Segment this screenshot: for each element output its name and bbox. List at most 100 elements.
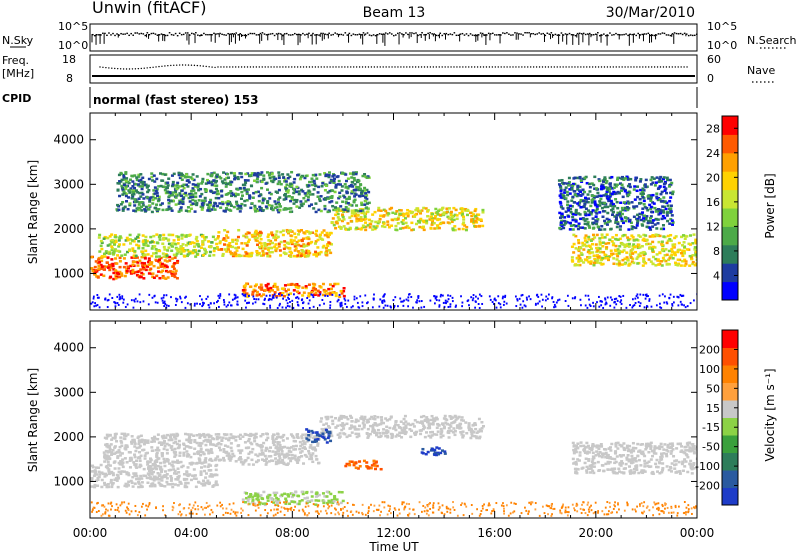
- range-cell: [298, 455, 302, 459]
- range-cell: [192, 468, 196, 471]
- nave-dot: [252, 66, 255, 68]
- range-cell: [219, 206, 223, 209]
- noise-point: [502, 32, 504, 34]
- range-cell: [281, 173, 285, 176]
- range-cell: [176, 249, 180, 253]
- range-cell: [663, 216, 667, 220]
- range-cell: [560, 205, 564, 209]
- range-cell: [264, 182, 268, 185]
- range-cell: [221, 238, 225, 241]
- range-cell: [449, 217, 453, 221]
- range-cell: [109, 478, 113, 482]
- range-cell: [694, 253, 697, 257]
- ground-scatter-cell: [312, 296, 315, 299]
- range-cell: [254, 239, 258, 242]
- ground-scatter-cell: [555, 301, 558, 304]
- ground-scatter-cell: [516, 299, 519, 302]
- range-cell: [676, 258, 680, 262]
- ground-scatter-cell: [119, 296, 121, 299]
- range-cell: [107, 472, 111, 476]
- range-cell: [415, 207, 419, 210]
- ground-scatter-cell: [106, 299, 109, 302]
- nave-dot: [149, 66, 151, 69]
- range-cell: [637, 234, 641, 237]
- nave-dot: [146, 67, 148, 69]
- ground-scatter-cell: [180, 301, 183, 304]
- range-cell: [142, 183, 146, 187]
- range-cell: [111, 473, 115, 477]
- range-cell: [587, 238, 591, 241]
- range-cell: [236, 193, 240, 196]
- range-cell: [133, 445, 137, 448]
- range-cell: [216, 175, 220, 178]
- range-cell: [163, 464, 167, 468]
- range-cell: [654, 233, 658, 236]
- range-cell: [199, 187, 203, 191]
- range-cell: [177, 173, 181, 177]
- range-cell: [574, 234, 578, 238]
- range-cell: [318, 291, 322, 294]
- noise-point: [162, 33, 165, 36]
- range-cell: [216, 235, 220, 238]
- range-cell: [572, 233, 576, 237]
- range-cell: [247, 231, 251, 235]
- range-cell: [567, 215, 571, 218]
- range-cell: [595, 187, 599, 190]
- range-cell: [162, 245, 166, 249]
- range-cell: [654, 210, 658, 213]
- ground-scatter-cell: [455, 304, 457, 307]
- range-cell: [263, 454, 267, 458]
- range-cell: [147, 263, 151, 267]
- range-cell: [277, 454, 281, 457]
- range-cell: [184, 235, 188, 238]
- range-cell: [167, 177, 171, 180]
- range-cell: [576, 185, 580, 189]
- range-cell: [157, 185, 161, 188]
- range-cell: [578, 175, 582, 179]
- range-cell: [118, 243, 122, 246]
- noise-point: [346, 34, 349, 36]
- nave-dot: [597, 66, 600, 68]
- range-cell: [191, 193, 195, 196]
- range-cell: [600, 201, 604, 205]
- range-cell: [470, 219, 474, 223]
- ground-scatter-cell: [114, 305, 117, 308]
- range-cell: [615, 252, 619, 256]
- ground-scatter-cell: [684, 306, 687, 309]
- range-cell: [638, 246, 642, 249]
- range-cell: [286, 288, 290, 292]
- range-cell: [241, 463, 245, 466]
- range-cell: [271, 233, 275, 237]
- range-cell: [156, 437, 160, 441]
- range-cell: [406, 214, 410, 218]
- range-cell: [120, 184, 124, 188]
- range-cell: [110, 240, 114, 244]
- nave-dot: [261, 66, 263, 68]
- ground-scatter-cell: [544, 299, 547, 302]
- range-cell: [199, 461, 203, 465]
- range-cell: [164, 277, 168, 281]
- range-cell: [196, 243, 200, 247]
- range-cell: [642, 237, 646, 241]
- range-cell: [197, 444, 201, 447]
- range-cell: [670, 250, 674, 253]
- range-cell: [182, 473, 186, 476]
- noise-point: [368, 34, 371, 36]
- range-cell: [187, 250, 191, 254]
- range-cell: [174, 193, 178, 196]
- range-cell: [587, 235, 591, 239]
- noise-point: [172, 34, 175, 36]
- noise-point: [334, 32, 336, 34]
- range-cell: [136, 261, 140, 264]
- range-cell: [158, 466, 162, 470]
- range-cell: [172, 172, 176, 176]
- noise-point: [255, 34, 258, 36]
- ground-scatter-cell: [393, 306, 396, 309]
- ground-scatter-cell: [247, 301, 249, 304]
- range-cell: [352, 176, 356, 180]
- range-cell: [622, 187, 626, 191]
- range-cell: [123, 457, 127, 460]
- ground-scatter-cell: [381, 300, 384, 303]
- ground-scatter-cell: [236, 296, 239, 299]
- range-cell: [220, 189, 224, 193]
